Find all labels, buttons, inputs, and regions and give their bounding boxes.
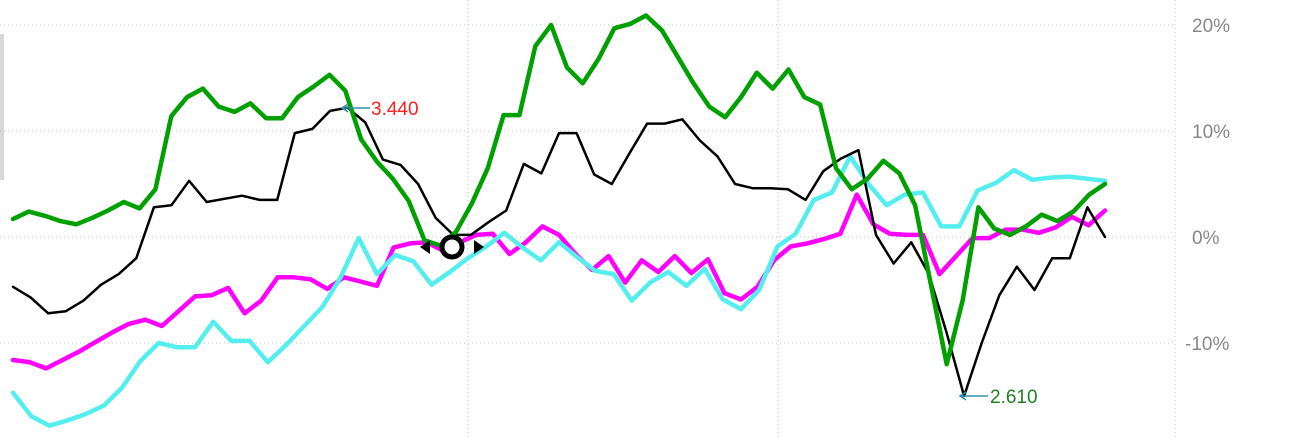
series-line — [10, 154, 1108, 428]
crosshair-cursor[interactable] — [420, 234, 484, 260]
grid-layer — [0, 0, 1176, 438]
min-value-label: 2.610 — [990, 387, 1038, 408]
cursor-ring[interactable] — [439, 234, 465, 260]
annotation-arrowhead — [958, 391, 967, 401]
annotation-arrowhead — [340, 103, 349, 113]
cursor-right-arrow[interactable] — [474, 240, 484, 254]
cursor-left-arrow[interactable] — [420, 240, 430, 254]
annotation-layer: 3.440 2.610 — [340, 99, 1038, 408]
y-tick-label: 20% — [1192, 16, 1230, 37]
left-scroll-stub[interactable] — [0, 34, 4, 180]
max-value-label: 3.440 — [371, 99, 419, 120]
y-tick-label: 0% — [1192, 228, 1220, 249]
series-line — [10, 13, 1108, 367]
series-layer — [10, 13, 1108, 428]
y-tick-label: 10% — [1192, 122, 1230, 143]
series-line — [11, 106, 1107, 398]
y-tick-label: -10% — [1185, 334, 1229, 355]
y-axis-tick-labels: 20% 10% 0% -10% — [1185, 16, 1230, 355]
